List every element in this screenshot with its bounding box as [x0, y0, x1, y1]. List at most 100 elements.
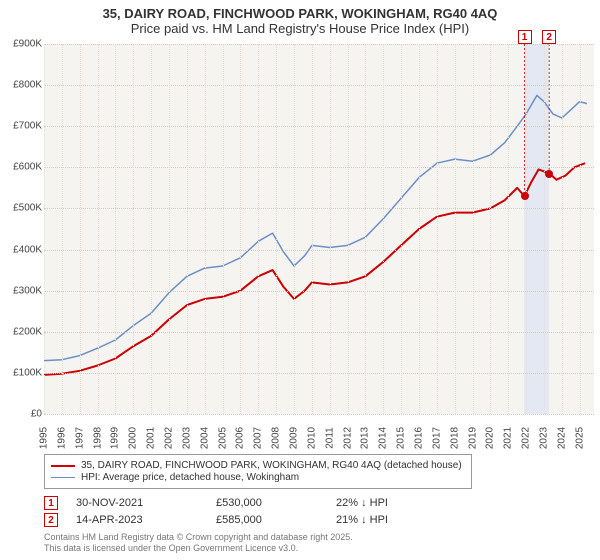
grid-line-h [44, 208, 594, 209]
grid-line-h [44, 414, 594, 415]
x-tick-label: 2010 [306, 427, 317, 449]
grid-line-h [44, 250, 594, 251]
x-tick-label: 1996 [56, 427, 67, 449]
x-tick-label: 1997 [74, 427, 85, 449]
sale-row: 1 30-NOV-2021 £530,000 22% ↓ HPI [44, 494, 456, 511]
x-tick-label: 2025 [574, 427, 585, 449]
grid-line-v [187, 44, 188, 414]
chart-container: 35, DAIRY ROAD, FINCHWOOD PARK, WOKINGHA… [0, 0, 600, 560]
grid-line-v [258, 44, 259, 414]
grid-line-h [44, 167, 594, 168]
grid-line-v [437, 44, 438, 414]
sales-table: 1 30-NOV-2021 £530,000 22% ↓ HPI 2 14-AP… [44, 494, 456, 528]
x-tick-label: 2002 [164, 427, 175, 449]
grid-line-v [223, 44, 224, 414]
legend-row: 35, DAIRY ROAD, FINCHWOOD PARK, WOKINGHA… [51, 460, 465, 471]
x-tick-label: 1995 [39, 427, 50, 449]
sale-marker-icon: 1 [44, 496, 58, 510]
grid-line-h [44, 44, 594, 45]
sale-dot [545, 170, 553, 178]
sale-marker-icon: 2 [44, 513, 58, 527]
grid-line-h [44, 332, 594, 333]
y-tick-label: £100K [13, 367, 42, 378]
grid-line-v [473, 44, 474, 414]
legend: 35, DAIRY ROAD, FINCHWOOD PARK, WOKINGHA… [44, 454, 472, 489]
sale-delta: 21% ↓ HPI [336, 514, 456, 526]
y-tick-label: £400K [13, 244, 42, 255]
sale-marker-box: 1 [518, 30, 532, 44]
grid-line-v [401, 44, 402, 414]
y-tick-label: £0 [31, 409, 42, 420]
legend-swatch [51, 465, 75, 467]
grid-line-v [419, 44, 420, 414]
y-tick-label: £900K [13, 39, 42, 50]
x-tick-label: 2022 [521, 427, 532, 449]
grid-line-v [276, 44, 277, 414]
grid-line-v [44, 44, 45, 414]
x-tick-label: 2017 [431, 427, 442, 449]
grid-line-v [365, 44, 366, 414]
grid-line-v [348, 44, 349, 414]
x-tick-label: 2011 [324, 427, 335, 449]
grid-line-v [151, 44, 152, 414]
x-tick-label: 2019 [467, 427, 478, 449]
x-axis: 1995199619971998199920002001200220032004… [44, 416, 594, 456]
grid-line-h [44, 373, 594, 374]
grid-line-v [490, 44, 491, 414]
grid-line-v [169, 44, 170, 414]
grid-line-v [330, 44, 331, 414]
grid-line-v [508, 44, 509, 414]
title-subtitle: Price paid vs. HM Land Registry's House … [0, 21, 600, 36]
y-tick-label: £700K [13, 121, 42, 132]
series-price_paid [44, 163, 585, 375]
x-tick-label: 1998 [92, 427, 103, 449]
grid-line-v [205, 44, 206, 414]
chart-title: 35, DAIRY ROAD, FINCHWOOD PARK, WOKINGHA… [0, 0, 600, 38]
sale-dot [521, 192, 529, 200]
x-tick-label: 2021 [503, 427, 514, 449]
sale-price: £530,000 [216, 497, 336, 509]
y-tick-label: £600K [13, 162, 42, 173]
grid-line-v [98, 44, 99, 414]
y-tick-label: £300K [13, 285, 42, 296]
grid-line-v [312, 44, 313, 414]
x-tick-label: 2003 [181, 427, 192, 449]
legend-swatch [51, 477, 75, 478]
y-tick-label: £200K [13, 326, 42, 337]
grid-line-h [44, 291, 594, 292]
grid-line-v [383, 44, 384, 414]
grid-line-v [115, 44, 116, 414]
footer-copyright: Contains HM Land Registry data © Crown c… [44, 532, 353, 543]
x-tick-label: 2023 [539, 427, 550, 449]
grid-line-v [62, 44, 63, 414]
footer: Contains HM Land Registry data © Crown c… [44, 532, 353, 554]
legend-label: 35, DAIRY ROAD, FINCHWOOD PARK, WOKINGHA… [81, 460, 462, 471]
sale-delta: 22% ↓ HPI [336, 497, 456, 509]
chart-svg [44, 44, 594, 414]
grid-line-v [240, 44, 241, 414]
title-address: 35, DAIRY ROAD, FINCHWOOD PARK, WOKINGHA… [0, 6, 600, 21]
x-tick-label: 2014 [378, 427, 389, 449]
grid-line-h [44, 85, 594, 86]
x-tick-label: 2008 [271, 427, 282, 449]
x-tick-label: 2016 [414, 427, 425, 449]
legend-label: HPI: Average price, detached house, Woki… [81, 472, 299, 483]
sale-price: £585,000 [216, 514, 336, 526]
x-tick-label: 2007 [253, 427, 264, 449]
legend-row: HPI: Average price, detached house, Woki… [51, 472, 465, 483]
grid-line-h [44, 126, 594, 127]
grid-line-v [455, 44, 456, 414]
x-tick-label: 2013 [360, 427, 371, 449]
grid-line-v [544, 44, 545, 414]
x-tick-label: 2012 [342, 427, 353, 449]
y-tick-label: £500K [13, 203, 42, 214]
x-tick-label: 2024 [556, 427, 567, 449]
x-tick-label: 2005 [217, 427, 228, 449]
x-tick-label: 1999 [110, 427, 121, 449]
grid-line-v [580, 44, 581, 414]
grid-line-v [562, 44, 563, 414]
x-tick-label: 2004 [199, 427, 210, 449]
x-tick-label: 2001 [146, 427, 157, 449]
x-tick-label: 2006 [235, 427, 246, 449]
x-tick-label: 2009 [289, 427, 300, 449]
